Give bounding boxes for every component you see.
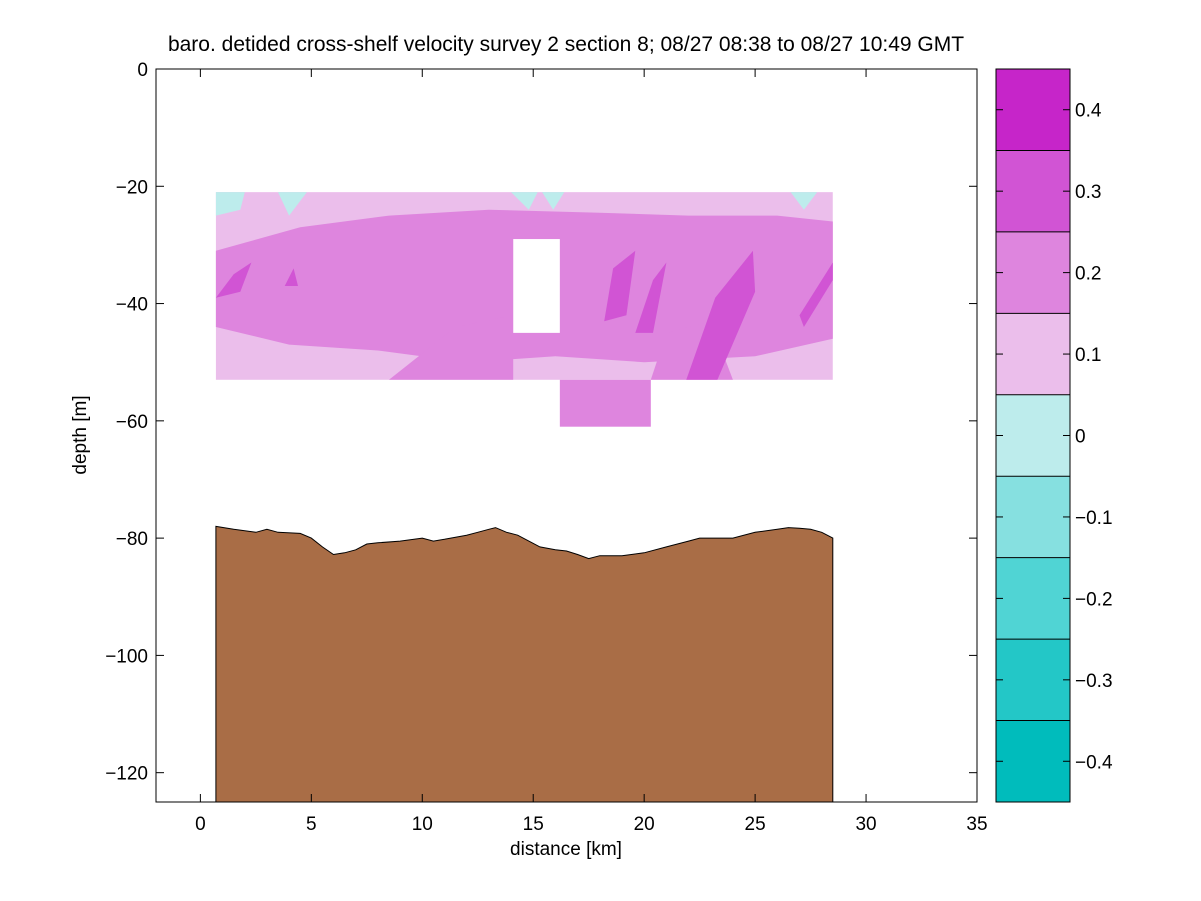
x-tick-label: 30 [855, 814, 876, 835]
velocity-contour-patch [278, 192, 307, 216]
colorbar-tick-label: −0.4 [1075, 752, 1113, 773]
velocity-contour-patch [635, 262, 667, 333]
y-tick-label: −20 [116, 177, 148, 198]
colorbar: −0.4 −0.3 −0.2 −0.1 0 0.1 0.2 0.3 0.4 [995, 68, 1113, 803]
colorbar-tick-label: −0.1 [1075, 508, 1113, 529]
colorbar-tick-label: 0.1 [1075, 345, 1101, 366]
colorbar-tick-label: 0.3 [1075, 182, 1101, 203]
y-axis-label: depth [m] [70, 395, 91, 474]
colorbar-band [996, 557, 1070, 640]
axes: 0 5 10 15 20 25 30 35 −120 −100 −80 −60 −40 −20 0 [105, 60, 987, 835]
velocity-contour-patch [389, 315, 514, 380]
colorbar-band [996, 231, 1070, 314]
velocity-contour-patch [284, 268, 298, 286]
seafloor-bathymetry [215, 525, 834, 803]
colorbar-tick-label: 0 [1075, 427, 1086, 448]
plot-area [156, 69, 977, 803]
velocity-contour-patch [542, 192, 565, 210]
y-tick-label: −120 [105, 764, 148, 785]
velocity-data-gap [513, 239, 560, 333]
colorbar-tick-label: −0.3 [1075, 671, 1113, 692]
colorbar-tick-label: −0.2 [1075, 589, 1113, 610]
x-tick-label: 10 [412, 814, 433, 835]
velocity-contour-patch [686, 250, 756, 380]
y-tick-label: −60 [116, 412, 148, 433]
velocity-contour-patch [790, 192, 818, 210]
x-tick-label: 25 [745, 814, 766, 835]
x-tick-label: 15 [523, 814, 544, 835]
colorbar-band [996, 313, 1070, 395]
velocity-field-deep [559, 379, 651, 427]
colorbar-band [996, 720, 1070, 802]
velocity-contour-patch [799, 262, 833, 327]
colorbar-band [996, 394, 1070, 477]
x-tick-label: 20 [634, 814, 655, 835]
velocity-contour-patch [215, 262, 252, 298]
colorbar-tick-label: 0.2 [1075, 264, 1101, 285]
y-tick-label: −40 [116, 295, 148, 316]
velocity-contour-patch [604, 250, 636, 322]
velocity-contour-patch [215, 192, 245, 216]
colorbar-band [996, 639, 1070, 721]
velocity-contour-patch [511, 192, 538, 210]
plot-frame [155, 68, 978, 803]
chart-title: baro. detided cross-shelf velocity surve… [168, 33, 964, 56]
y-tick-label: −100 [105, 646, 148, 667]
x-tick-label: 0 [195, 814, 206, 835]
colorbar-band [996, 476, 1070, 558]
colorbar-band [996, 150, 1070, 232]
x-tick-label: 5 [306, 814, 317, 835]
x-tick-label: 35 [966, 814, 987, 835]
x-axis-label: distance [km] [510, 839, 622, 860]
y-tick-label: −80 [116, 529, 148, 550]
colorbar-tick-label: 0.4 [1075, 101, 1102, 122]
colorbar-band [996, 69, 1070, 151]
y-tick-label: 0 [137, 60, 148, 81]
